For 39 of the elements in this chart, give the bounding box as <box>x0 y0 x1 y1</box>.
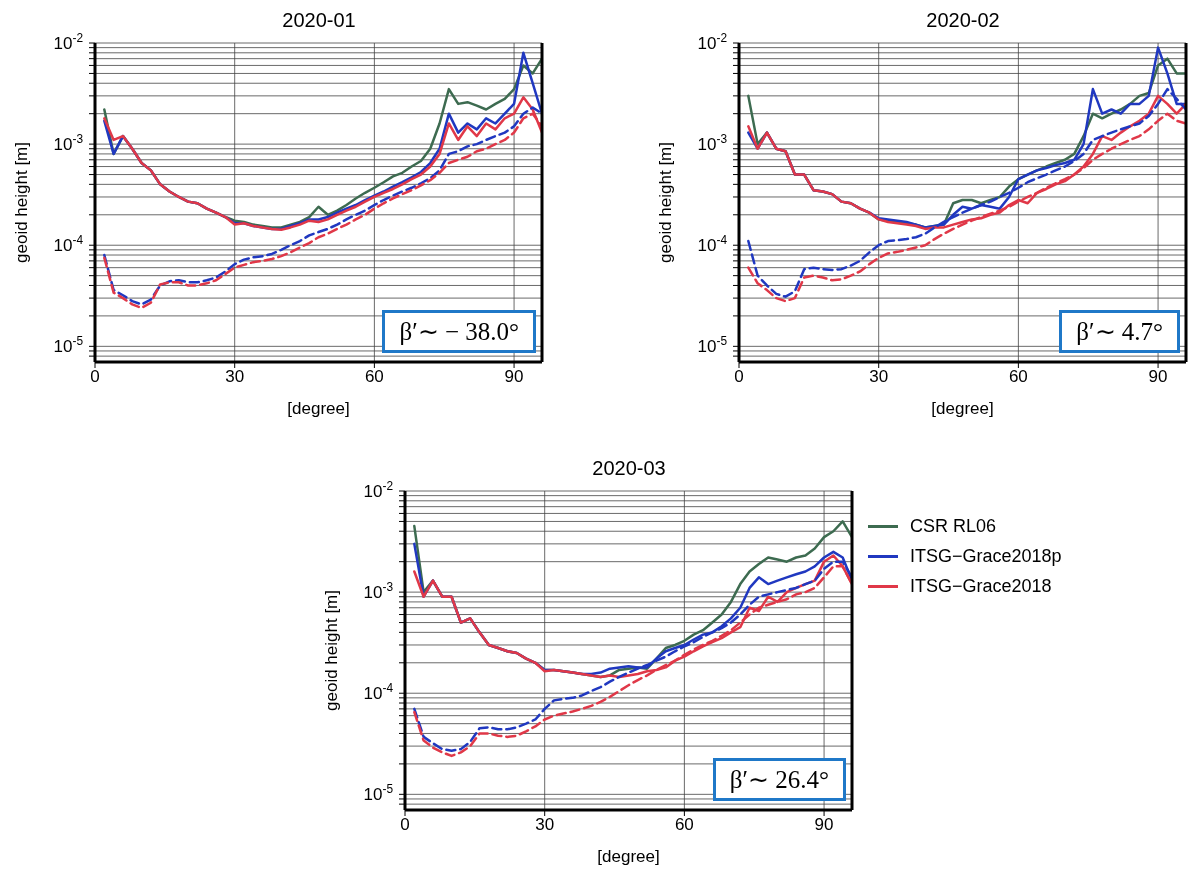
x-tick-label: 0 <box>90 367 100 387</box>
y-tick-label: 10$^{-5}$ <box>697 334 728 357</box>
x-tick-label: 90 <box>1148 367 1168 387</box>
x-tick-label: 0 <box>400 815 410 835</box>
x-tick-label: 60 <box>1008 367 1028 387</box>
x-axis-title: [degree] <box>931 399 994 418</box>
y-tick-label: 10$^{-4}$ <box>53 233 84 256</box>
chart-title: 2020-02 <box>925 8 1001 32</box>
legend-label: ITSG−Grace2018p <box>910 545 1062 567</box>
x-tick-label: 60 <box>364 367 384 387</box>
y-tick-label: 10$^{-3}$ <box>363 580 394 603</box>
y-tick-label: 10$^{-5}$ <box>363 782 394 805</box>
y-tick-label: 10$^{-2}$ <box>363 478 394 501</box>
y-tick-label: 10$^{-2}$ <box>53 30 84 53</box>
annotation: β′∼ − 38.0° <box>382 310 536 353</box>
y-axis-title: geoid height [m] <box>12 142 32 263</box>
y-axis-title: geoid height [m] <box>322 590 342 711</box>
x-axis-title: [degree] <box>287 399 350 418</box>
annotation: β′∼ 26.4° <box>712 758 846 801</box>
x-tick-label: 60 <box>674 815 694 835</box>
y-tick-label: 10$^{-4}$ <box>363 681 394 704</box>
chart-title: 2020-03 <box>591 456 667 480</box>
y-tick-label: 10$^{-3}$ <box>697 132 728 155</box>
y-axis-title: geoid height [m] <box>656 142 676 263</box>
y-tick-label: 10$^{-2}$ <box>697 30 728 53</box>
x-tick-label: 90 <box>504 367 524 387</box>
legend-label: CSR RL06 <box>910 515 997 537</box>
x-tick-label: 90 <box>814 815 834 835</box>
chart-title: 2020-01 <box>281 8 357 32</box>
y-tick-label: 10$^{-3}$ <box>53 132 84 155</box>
x-axis-title: [degree] <box>597 847 660 866</box>
annotation: β′∼ 4.7° <box>1059 310 1180 353</box>
x-tick-label: 30 <box>535 815 555 835</box>
x-tick-label: 30 <box>225 367 245 387</box>
legend-label: ITSG−Grace2018 <box>910 575 1052 597</box>
y-tick-label: 10$^{-5}$ <box>53 334 84 357</box>
y-tick-label: 10$^{-4}$ <box>697 233 728 256</box>
x-tick-label: 0 <box>734 367 744 387</box>
x-tick-label: 30 <box>869 367 889 387</box>
